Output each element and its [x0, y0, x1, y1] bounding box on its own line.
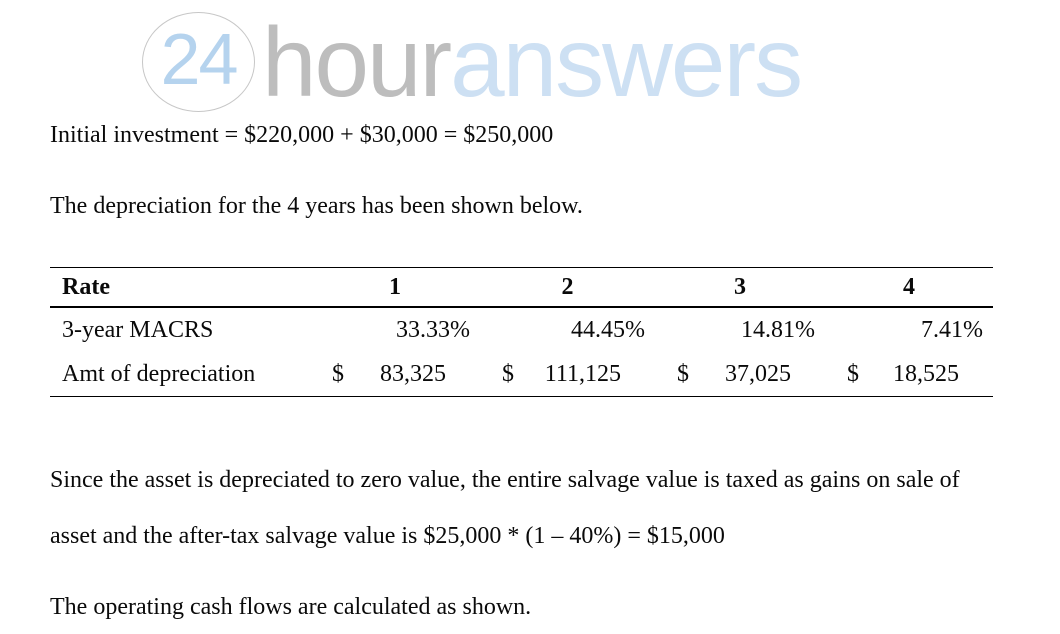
depreciation-year-4: $ 18,525	[825, 352, 993, 396]
table-header-year-4: 4	[825, 268, 993, 308]
macrs-row-label: 3-year MACRS	[62, 316, 214, 343]
logo-word-hour: hour	[262, 7, 452, 117]
logo-circle-icon: 24	[142, 12, 255, 112]
depreciation-amount: 83,325	[380, 360, 446, 387]
depreciation-year-1: $ 83,325	[310, 352, 480, 396]
currency-symbol: $	[502, 360, 514, 387]
logo-word-answers: answers	[450, 7, 803, 117]
depreciation-amount: 18,525	[893, 360, 959, 387]
currency-symbol: $	[332, 360, 344, 387]
table-header-year-2: 2	[480, 268, 655, 308]
depreciation-amount: 111,125	[544, 360, 621, 387]
logo-wordmark: houranswers	[262, 6, 803, 119]
table-header-year-1: 1	[310, 268, 480, 308]
currency-symbol: $	[677, 360, 689, 387]
table-header-rate: Rate	[50, 268, 310, 308]
depreciation-year-3: $ 37,025	[655, 352, 825, 396]
currency-symbol: $	[847, 360, 859, 387]
salvage-line-1: Since the asset is depreciated to zero v…	[50, 467, 960, 493]
depreciation-amount: 37,025	[725, 360, 791, 387]
salvage-paragraph: Since the asset is depreciated to zero v…	[50, 452, 960, 564]
depreciation-table: Rate 1 2 3 4 3-year MACRS 33.33% 44.45% …	[50, 267, 993, 397]
operating-cash-flows-line: The operating cash flows are calculated …	[50, 594, 532, 620]
depreciation-year-2: $ 111,125	[480, 352, 655, 396]
logo: 24 houranswers	[142, 3, 862, 118]
depreciation-intro-line: The depreciation for the 4 years has bee…	[50, 193, 583, 219]
salvage-line-2: asset and the after-tax salvage value is…	[50, 523, 725, 549]
table-header-year-3: 3	[655, 268, 825, 308]
macrs-rate-year-4: 7.41%	[921, 316, 983, 343]
depreciation-row-label: Amt of depreciation	[62, 360, 256, 387]
macrs-rate-year-3: 14.81%	[741, 316, 815, 343]
logo-24-text: 24	[160, 20, 238, 100]
macrs-rate-year-2: 44.45%	[571, 316, 645, 343]
macrs-rate-year-1: 33.33%	[396, 316, 470, 343]
initial-investment-line: Initial investment = $220,000 + $30,000 …	[50, 122, 554, 148]
